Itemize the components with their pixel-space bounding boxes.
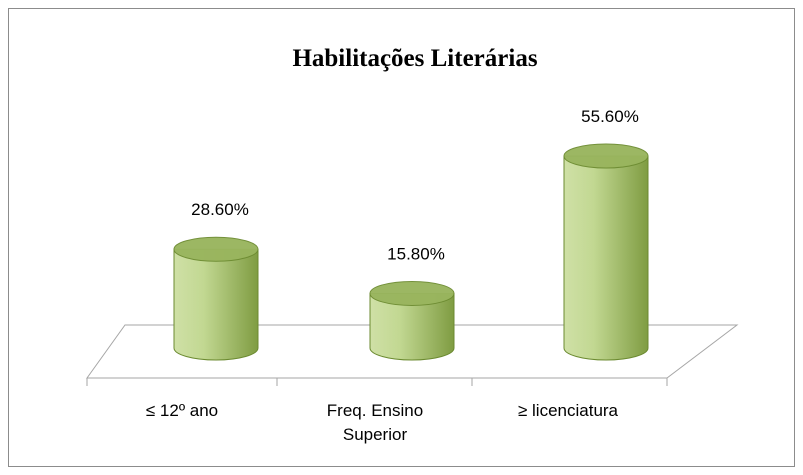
cylinder-top-shade [564, 144, 648, 168]
cylinder-top [369, 280, 455, 306]
cylinder-body [563, 155, 649, 361]
x-ticks [86, 378, 668, 386]
cylinder-top [173, 236, 259, 262]
floor-plane [86, 324, 739, 379]
value-label: 15.80% [387, 244, 445, 263]
value-label: 55.60% [581, 107, 639, 126]
cylinder-top-shade [370, 281, 454, 306]
cylinder-top-shade [174, 237, 258, 262]
cylinder-body [173, 248, 259, 361]
value-label: 28.60% [191, 200, 249, 219]
x-tick-label: ≤ 12º ano [145, 401, 219, 420]
cylinder [173, 236, 259, 361]
cylinder-top [563, 143, 649, 169]
chart-title: Habilitações Literárias [292, 45, 537, 72]
floor [86, 324, 739, 386]
x-tick-label: ≥ licenciatura [517, 401, 619, 420]
cylinder-body [369, 292, 455, 361]
chart-border [8, 8, 795, 467]
x-tick-label: Freq. Ensino Superior [326, 401, 424, 444]
cylinder [563, 143, 649, 361]
cylinder [369, 280, 455, 361]
